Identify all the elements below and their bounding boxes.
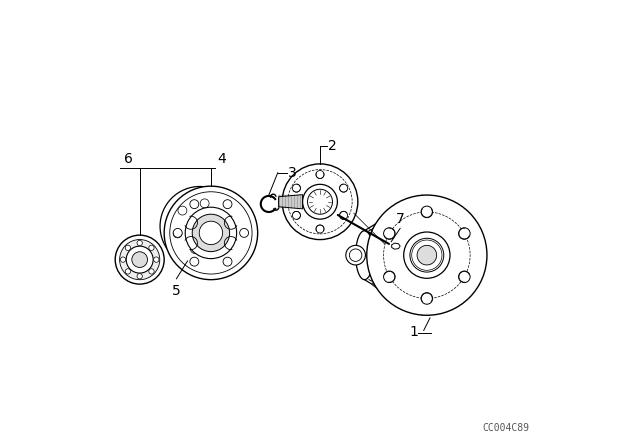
Circle shape [185, 207, 237, 258]
Circle shape [340, 211, 348, 220]
Circle shape [458, 271, 470, 283]
Circle shape [303, 184, 337, 219]
Circle shape [170, 192, 252, 274]
Circle shape [346, 246, 365, 265]
Circle shape [190, 257, 199, 266]
Circle shape [126, 246, 153, 273]
Circle shape [137, 274, 142, 279]
Circle shape [282, 164, 358, 240]
Circle shape [316, 225, 324, 233]
Circle shape [316, 171, 324, 178]
Circle shape [239, 228, 248, 237]
Text: 2: 2 [328, 139, 337, 153]
Circle shape [292, 184, 300, 192]
Circle shape [218, 215, 227, 224]
Circle shape [212, 237, 221, 246]
Circle shape [200, 199, 209, 208]
Circle shape [178, 206, 187, 215]
Circle shape [132, 252, 148, 267]
Text: 1: 1 [409, 325, 418, 339]
Circle shape [125, 269, 131, 274]
Text: 5: 5 [172, 284, 180, 298]
Circle shape [173, 228, 182, 237]
Circle shape [421, 206, 433, 218]
Circle shape [340, 184, 348, 192]
Circle shape [164, 186, 258, 280]
Circle shape [417, 246, 436, 265]
Circle shape [292, 211, 300, 220]
Circle shape [410, 238, 444, 272]
Circle shape [160, 186, 239, 266]
Circle shape [192, 214, 230, 252]
Circle shape [191, 245, 200, 254]
Ellipse shape [356, 231, 373, 280]
Circle shape [349, 249, 362, 261]
Circle shape [120, 240, 160, 280]
Circle shape [120, 257, 125, 262]
Circle shape [383, 271, 395, 283]
Circle shape [154, 257, 159, 262]
Circle shape [367, 195, 487, 315]
Circle shape [148, 245, 154, 250]
Circle shape [421, 293, 433, 304]
Polygon shape [278, 194, 303, 209]
Circle shape [148, 269, 154, 274]
Text: 3: 3 [289, 166, 297, 180]
Circle shape [190, 200, 199, 209]
Polygon shape [392, 243, 400, 249]
Circle shape [172, 198, 228, 254]
Text: 4: 4 [218, 152, 227, 166]
Circle shape [223, 257, 232, 266]
Circle shape [404, 232, 450, 278]
Circle shape [383, 228, 395, 239]
Circle shape [137, 240, 142, 246]
Circle shape [115, 235, 164, 284]
Circle shape [125, 245, 131, 250]
Text: CC004C89: CC004C89 [483, 423, 529, 433]
Circle shape [223, 200, 232, 209]
Polygon shape [365, 195, 422, 315]
Circle shape [199, 221, 223, 245]
Text: 7: 7 [396, 212, 404, 226]
Text: 6: 6 [124, 152, 133, 166]
Circle shape [307, 189, 333, 214]
Circle shape [173, 229, 182, 238]
Circle shape [458, 228, 470, 239]
